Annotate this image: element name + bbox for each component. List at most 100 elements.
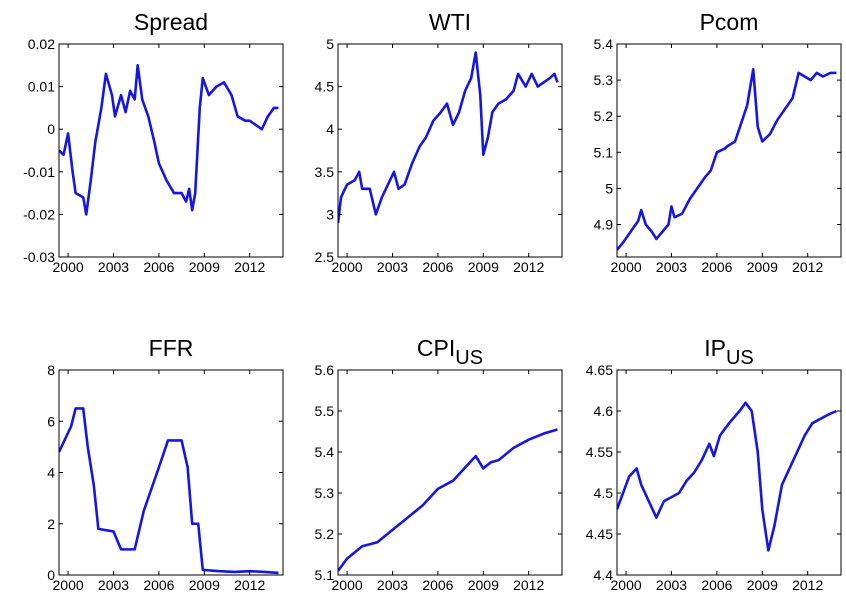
axes-box (58, 43, 284, 258)
subplot: 4.9 5 5.1 5.2 5.3 5.4 2000 2003 2006 2009 2012 Pcom (594, 9, 842, 275)
x-tick-label: 2006 (701, 259, 732, 275)
plot-area (338, 51, 559, 224)
y-tick-label: 0.01 (28, 79, 55, 95)
x-tick-label: 2003 (98, 577, 129, 593)
x-tick-label: 2000 (332, 259, 363, 275)
x-tick-label: 2009 (189, 259, 220, 275)
y-tick-label: 4.9 (594, 217, 614, 233)
x-tick-label: 2006 (143, 259, 174, 275)
y-tick-label: 4.4 (594, 567, 614, 583)
series-line (617, 401, 837, 552)
x-tick-label: 2012 (513, 259, 544, 275)
y-tick-label: 0.02 (28, 36, 55, 52)
series-line (617, 67, 837, 251)
y-tick-label: 2.5 (315, 249, 335, 265)
y-tick-label: 5.1 (594, 144, 614, 160)
subplot-title: WTI (429, 9, 471, 35)
y-tick-label: -0.03 (23, 249, 55, 265)
x-tick-label: 2012 (234, 577, 265, 593)
plot-area (59, 64, 279, 216)
x-tick-label: 2012 (234, 259, 265, 275)
x-tick-label: 2006 (422, 259, 453, 275)
x-tick-label: 2000 (611, 259, 642, 275)
y-tick-label: 2 (47, 516, 55, 532)
title-main: IP (704, 335, 726, 361)
x-tick-label: 2003 (98, 259, 129, 275)
subplot: 4.4 4.45 4.5 4.55 4.6 4.65 2000 2003 2006 2009 201… (586, 335, 842, 593)
x-tick-label: 2003 (656, 259, 687, 275)
title-main: Pcom (700, 9, 759, 35)
y-tick-label: 5.4 (315, 444, 335, 460)
axes-box (616, 43, 842, 258)
y-tick-label: 5.4 (594, 36, 614, 52)
x-tick-label: 2006 (422, 577, 453, 593)
series-line (59, 407, 279, 575)
y-tick-label: 5 (605, 180, 613, 196)
subplot: -0.03 -0.02 -0.01 0 0.01 0.02 2000 2003 2006 2009… (23, 9, 284, 275)
x-tick-label: 2009 (747, 259, 778, 275)
plot-area (617, 67, 837, 251)
x-tick-label: 2009 (747, 577, 778, 593)
x-tick-label: 2003 (377, 577, 408, 593)
x-tick-label: 2009 (189, 577, 220, 593)
y-tick-label: 4.55 (586, 444, 613, 460)
subplot: 5.1 5.2 5.3 5.4 5.5 5.6 2000 2003 2006 2009 2012 CP… (315, 335, 563, 593)
y-tick-label: -0.02 (23, 206, 55, 222)
subplot: 2.5 3 3.5 4 4.5 5 2000 2003 2006 2009 2012 WTI (315, 9, 563, 275)
subplot: 0 2 4 6 8 2000 2003 2006 2009 2012 FFR (47, 335, 284, 593)
x-tick-label: 2000 (332, 577, 363, 593)
y-tick-label: 4.65 (586, 362, 613, 378)
series-line (338, 51, 559, 224)
y-tick-label: 4.5 (315, 79, 335, 95)
x-tick-label: 2006 (701, 577, 732, 593)
y-tick-label: 5.2 (315, 526, 335, 542)
x-tick-label: 2009 (468, 259, 499, 275)
axes-box (337, 43, 563, 258)
x-tick-label: 2009 (468, 577, 499, 593)
plot-area (617, 401, 837, 552)
y-tick-label: 5.3 (594, 72, 614, 88)
y-tick-label: 5.3 (315, 485, 335, 501)
title-main: FFR (149, 335, 194, 361)
title-main: Spread (134, 9, 208, 35)
y-tick-label: 5.6 (315, 362, 335, 378)
x-tick-label: 2000 (53, 577, 84, 593)
x-tick-label: 2003 (656, 577, 687, 593)
subplot-title: Pcom (700, 9, 759, 35)
y-tick-label: 5.5 (315, 403, 335, 419)
series-line (59, 64, 279, 216)
y-tick-label: 4 (47, 465, 55, 481)
y-tick-label: 4.45 (586, 526, 613, 542)
series-line (338, 428, 558, 572)
title-main: WTI (429, 9, 471, 35)
subplot-title: FFR (149, 335, 194, 361)
axes-box (616, 369, 842, 576)
y-tick-label: 0 (47, 567, 55, 583)
plot-area (59, 407, 279, 575)
y-tick-label: 3.5 (315, 164, 335, 180)
y-tick-label: 5 (326, 36, 334, 52)
y-tick-label: 4.5 (594, 485, 614, 501)
x-tick-label: 2000 (53, 259, 84, 275)
title-subscript: US (455, 347, 483, 369)
subplot-title: Spread (134, 9, 208, 35)
y-tick-label: 3 (326, 206, 334, 222)
y-tick-label: 4.6 (594, 403, 614, 419)
x-tick-label: 2012 (513, 577, 544, 593)
y-tick-label: -0.01 (23, 164, 55, 180)
title-main: CPI (417, 335, 455, 361)
subplot-title: CPIUS (417, 335, 483, 369)
y-tick-label: 5.2 (594, 108, 614, 124)
x-tick-label: 2012 (792, 259, 823, 275)
y-tick-label: 0 (47, 121, 55, 137)
axes-box (337, 369, 563, 576)
x-tick-label: 2006 (143, 577, 174, 593)
y-tick-label: 4 (326, 121, 334, 137)
y-tick-label: 6 (47, 413, 55, 429)
y-tick-label: 8 (47, 362, 55, 378)
y-tick-label: 5.1 (315, 567, 335, 583)
plot-area (338, 428, 558, 572)
title-subscript: US (726, 347, 754, 369)
